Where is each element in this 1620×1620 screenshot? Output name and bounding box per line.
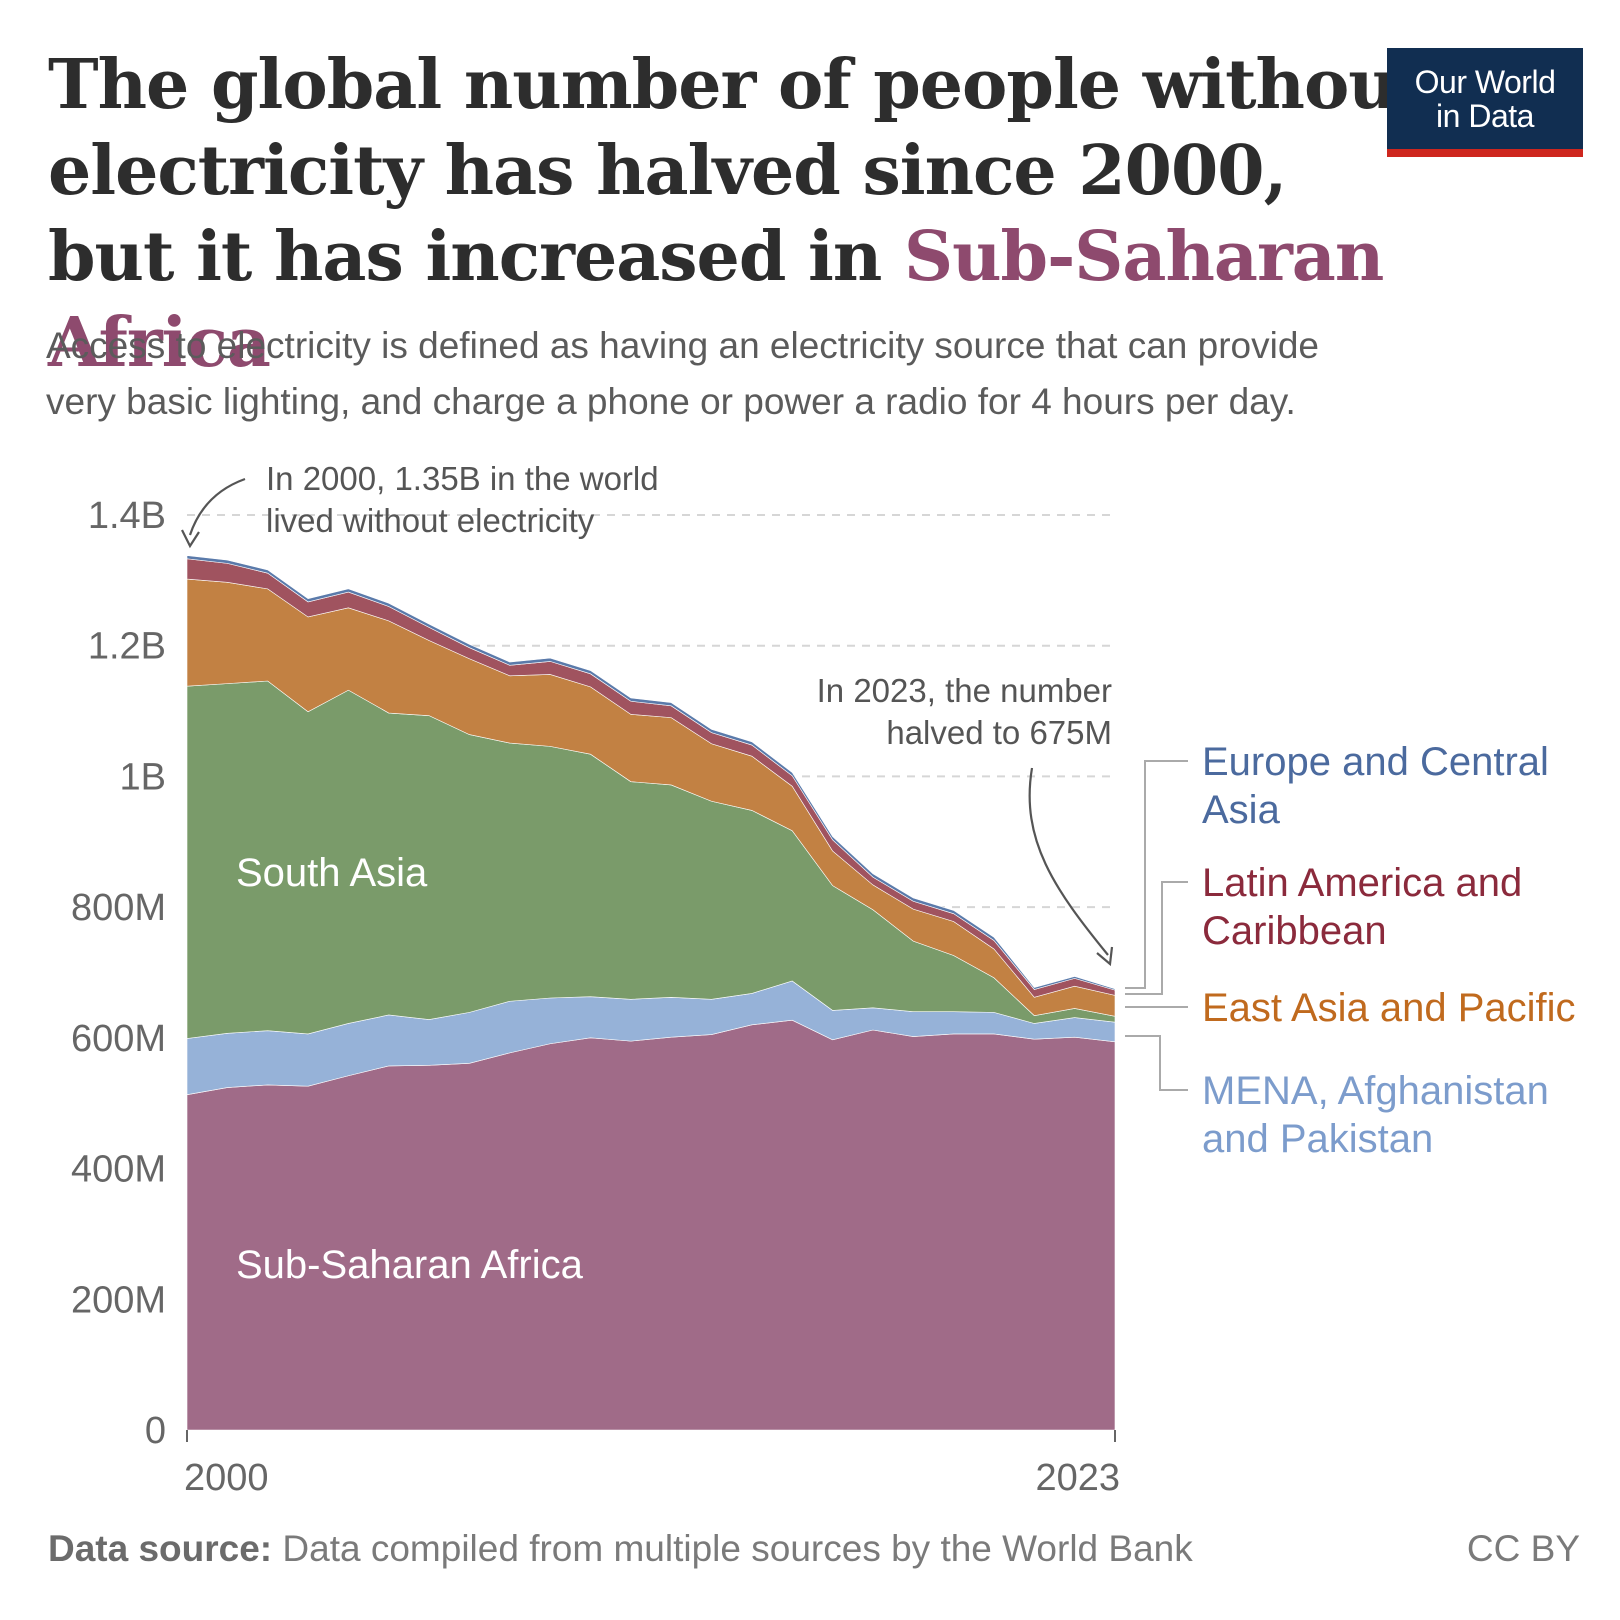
legend-mena-afghanistan-pakistan: and Pakistan xyxy=(1202,1117,1433,1161)
data-source: Data source: Data compiled from multiple… xyxy=(48,1528,1193,1570)
annotation-end-line: halved to 675M xyxy=(886,714,1112,751)
x-axis: 2000 2023 xyxy=(184,1430,1120,1499)
y-tick-label: 200M xyxy=(71,1279,166,1321)
label-south-asia: South Asia xyxy=(236,851,428,895)
y-tick-label: 800M xyxy=(71,887,166,929)
legend-connector xyxy=(1125,760,1188,989)
chart-title: The global number of people without elect… xyxy=(48,42,1488,386)
title-line-1: The global number of people without xyxy=(48,45,1428,125)
annotation-end-arrow xyxy=(1028,767,1109,956)
y-tick-label: 1.4B xyxy=(88,495,166,537)
annotation-start-arrow xyxy=(188,477,246,536)
data-source-label: Data source: xyxy=(48,1528,273,1569)
title-line-3-prefix: but it has increased in xyxy=(48,217,904,297)
chart-subtitle: Access to electricity is defined as havi… xyxy=(46,318,1586,430)
x-tick-label: 2023 xyxy=(1035,1457,1120,1499)
title-line-2: electricity has halved since 2000, xyxy=(48,131,1287,211)
label-sub-saharan-africa: Sub-Saharan Africa xyxy=(236,1243,584,1287)
annotation-start-arrowhead xyxy=(181,529,200,549)
license[interactable]: CC BY xyxy=(1466,1528,1580,1569)
y-axis-labels: 0 200M 400M 600M 800M 1B 1.2B 1.4B xyxy=(71,495,166,1452)
logo-text: Our World in Data xyxy=(1415,65,1556,133)
annotations: In 2000, 1.35B in the world lived without… xyxy=(181,460,1114,1287)
y-tick-label: 1.2B xyxy=(88,626,166,668)
annotation-start-line: In 2000, 1.35B in the world xyxy=(266,460,659,497)
stacked-areas xyxy=(186,555,1116,1431)
owid-logo[interactable]: Our World in Data xyxy=(1387,48,1583,157)
y-tick-label: 1B xyxy=(120,756,166,798)
legend-connector xyxy=(1125,1035,1188,1091)
legend-connector xyxy=(1125,881,1188,995)
legend-latin-america-caribbean: Caribbean xyxy=(1202,909,1387,953)
annotation-end-line: In 2023, the number xyxy=(817,672,1112,709)
y-tick-label: 400M xyxy=(71,1149,166,1191)
logo-line-1: Our World xyxy=(1414,63,1556,100)
subtitle-line-1: Access to electricity is defined as havi… xyxy=(46,325,1320,366)
y-tick-label: 0 xyxy=(145,1410,166,1452)
subtitle-line-2: very basic lighting, and charge a phone … xyxy=(46,381,1296,422)
legend-latin-america-caribbean: Latin America and xyxy=(1202,861,1522,905)
annotation-start-line: lived without electricity xyxy=(266,502,595,539)
data-source-text: Data compiled from multiple sources by t… xyxy=(272,1528,1193,1569)
legend-mena-afghanistan-pakistan: MENA, Afghanistan xyxy=(1202,1069,1549,1113)
logo-line-2: in Data xyxy=(1436,97,1534,134)
y-tick-label: 600M xyxy=(71,1018,166,1060)
title-highlight: Sub-Saharan Africa xyxy=(48,217,1384,383)
legend-europe-central-asia: Europe and Central xyxy=(1202,740,1549,784)
x-tick-label: 2000 xyxy=(184,1457,269,1499)
legend-europe-central-asia: Asia xyxy=(1202,788,1281,832)
area-europe-and-central-asia xyxy=(186,555,1116,991)
annotation-end-arrowhead xyxy=(1096,946,1114,967)
legend-east-asia-pacific: East Asia and Pacific xyxy=(1202,986,1576,1030)
